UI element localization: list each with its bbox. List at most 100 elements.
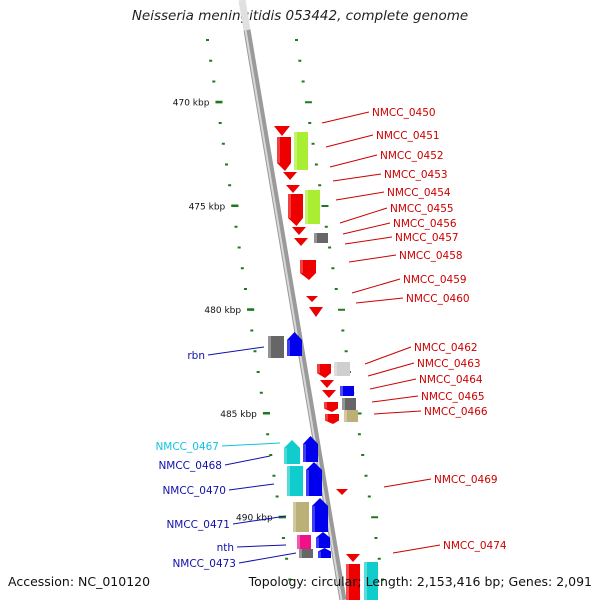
gene-label-right: NMCC_0463 bbox=[417, 358, 481, 370]
gene-0473b-shade bbox=[318, 551, 321, 558]
gene-0460 bbox=[306, 296, 318, 302]
gene-0452-shade bbox=[294, 132, 297, 170]
gene-0474 bbox=[346, 554, 360, 562]
gene-label-left: NMCC_0468 bbox=[158, 460, 222, 472]
gene-0473b bbox=[318, 548, 331, 558]
label-leader bbox=[232, 515, 287, 525]
label-leader bbox=[373, 410, 422, 415]
label-leader bbox=[351, 278, 401, 294]
tick-label: 470 kbp bbox=[173, 99, 210, 109]
backbone-fade bbox=[238, 0, 251, 31]
label-leader bbox=[236, 544, 287, 548]
gene-nth-b-shade bbox=[316, 537, 319, 548]
gene-label-right: NMCC_0462 bbox=[414, 342, 478, 354]
gene-label-left: NMCC_0470 bbox=[162, 485, 226, 497]
tick-layer: 470 kbp 475 kbp 480 kbp 485 kbp 490 kbp bbox=[173, 39, 385, 581]
gene-rbn-b bbox=[287, 332, 302, 356]
gene-label-right: NMCC_0474 bbox=[443, 540, 507, 552]
gene-nth-b bbox=[316, 532, 330, 548]
gene-0466c-shade bbox=[344, 410, 347, 422]
label-leader bbox=[329, 154, 378, 168]
label-leader bbox=[344, 236, 393, 245]
gene-label-right: NMCC_0450 bbox=[372, 107, 436, 119]
gene-label-right: NMCC_0460 bbox=[406, 293, 470, 305]
tick-label: 485 kbp bbox=[220, 410, 257, 420]
gene-label-right: NMCC_0457 bbox=[395, 232, 459, 244]
gene-0474c-shade bbox=[364, 562, 367, 600]
gene-0457b bbox=[294, 238, 308, 246]
gene-0473-shade bbox=[299, 549, 302, 558]
gene-label-left: nth bbox=[217, 542, 234, 554]
label-leader bbox=[392, 544, 441, 554]
tick-label: 490 kbp bbox=[236, 514, 273, 524]
gene-0465 bbox=[340, 386, 354, 396]
gene-0474c bbox=[364, 562, 378, 600]
label-leader bbox=[348, 254, 397, 263]
gene-label-right: NMCC_0451 bbox=[376, 130, 440, 142]
gene-label-right: NMCC_0464 bbox=[419, 374, 483, 386]
gene-label-right: NMCC_0458 bbox=[399, 250, 463, 262]
gene-label-left: rbn bbox=[187, 350, 205, 362]
gene-0470b bbox=[306, 462, 322, 496]
gene-0464b bbox=[322, 390, 336, 398]
gene-0460b bbox=[309, 307, 323, 317]
gene-0455-shade bbox=[288, 194, 291, 218]
gene-0452 bbox=[294, 132, 308, 170]
label-leader bbox=[332, 173, 382, 182]
gene-0450 bbox=[274, 126, 290, 136]
feature-layer bbox=[268, 126, 378, 600]
gene-0455 bbox=[288, 194, 303, 226]
gene-0474b bbox=[346, 564, 360, 600]
gene-label-right: NMCC_0453 bbox=[384, 169, 448, 181]
gene-0462-shade bbox=[317, 364, 320, 374]
gene-rbn bbox=[268, 336, 284, 358]
gene-0459-shade bbox=[300, 260, 303, 273]
gene-label-right: NMCC_0454 bbox=[387, 187, 451, 199]
gene-0458 bbox=[314, 233, 328, 243]
label-leader bbox=[207, 346, 265, 356]
gene-0471 bbox=[293, 502, 309, 532]
gene-label-right: NMCC_0452 bbox=[380, 150, 444, 162]
label-leader bbox=[371, 395, 419, 403]
gene-label-left: NMCC_0473 bbox=[172, 558, 236, 570]
gene-label-left: NMCC_0467 bbox=[155, 441, 219, 453]
gene-0465-shade bbox=[340, 386, 343, 396]
gene-label-right: NMCC_0456 bbox=[393, 218, 457, 230]
gene-label-right: NMCC_0466 bbox=[424, 406, 488, 418]
gene-0468-shade bbox=[303, 444, 306, 462]
label-leader bbox=[325, 134, 374, 148]
gene-0453 bbox=[283, 172, 297, 180]
label-leader bbox=[342, 222, 391, 235]
gene-0456 bbox=[305, 190, 320, 224]
gene-0469 bbox=[336, 489, 348, 495]
map-title: Neisseria meningitidis 053442, complete … bbox=[131, 8, 469, 24]
gene-0470b-shade bbox=[306, 470, 309, 496]
gene-0464 bbox=[320, 380, 334, 388]
gene-0463 bbox=[334, 362, 350, 376]
label-leader bbox=[367, 362, 415, 377]
label-leader bbox=[321, 111, 370, 124]
label-leader bbox=[339, 207, 388, 224]
label-leader bbox=[335, 191, 385, 201]
gene-label-right: NMCC_0455 bbox=[390, 203, 454, 215]
gene-0466d bbox=[325, 414, 339, 424]
gene-0467 bbox=[284, 440, 300, 464]
gene-0471-shade bbox=[293, 502, 296, 532]
gene-nth-shade bbox=[297, 535, 300, 549]
gene-0454 bbox=[286, 185, 300, 193]
gene-0474b-shade bbox=[346, 564, 349, 600]
gene-0467-shade bbox=[284, 448, 287, 464]
tick-label: 480 kbp bbox=[204, 306, 241, 316]
label-leader bbox=[221, 442, 281, 447]
label-leader bbox=[228, 483, 275, 491]
label-leader bbox=[224, 455, 271, 466]
gene-0466d-shade bbox=[325, 414, 328, 421]
topology-text: Topology: circular; Length: 2,153,416 bp… bbox=[248, 574, 592, 589]
gene-label-right: NMCC_0465 bbox=[421, 391, 485, 403]
gene-0468 bbox=[303, 436, 318, 462]
gene-0473 bbox=[299, 549, 313, 558]
gene-0451 bbox=[277, 137, 291, 171]
label-leader bbox=[369, 378, 417, 390]
tick-label: 475 kbp bbox=[189, 202, 226, 212]
